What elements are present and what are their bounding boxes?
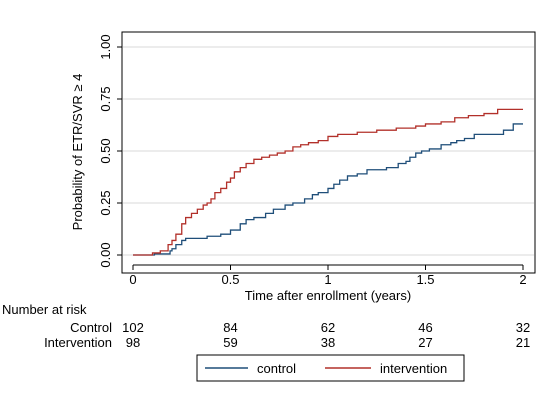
x-tick-label-3: 1.5 xyxy=(416,272,434,287)
x-ticks: 0 0.5 1 1.5 2 xyxy=(129,265,527,287)
risk-count-control-3: 46 xyxy=(418,320,432,335)
risk-table: Number at risk Control Intervention 102 8… xyxy=(2,302,530,350)
legend-label-intervention: intervention xyxy=(380,361,447,376)
x-tick-label-2: 1 xyxy=(324,272,331,287)
plot-area xyxy=(121,31,536,274)
legend-label-control: control xyxy=(257,361,296,376)
series-line-control xyxy=(133,123,523,256)
risk-count-control-4: 32 xyxy=(516,320,530,335)
risk-count-intervention-2: 38 xyxy=(321,335,335,350)
risk-row-label-intervention: Intervention xyxy=(44,335,112,350)
x-tick-label-1: 0.5 xyxy=(221,272,239,287)
risk-count-intervention-1: 59 xyxy=(223,335,237,350)
x-tick-label-0: 0 xyxy=(129,272,136,287)
y-tick-label-4: 1.00 xyxy=(98,34,113,59)
legend: control intervention xyxy=(196,354,465,382)
y-tick-label-0: 0.00 xyxy=(98,242,113,267)
risk-counts: 102 84 62 46 32 98 59 38 27 21 xyxy=(122,320,530,350)
y-axis-title: Probability of ETR/SVR ≥ 4 xyxy=(70,74,85,231)
risk-table-title: Number at risk xyxy=(2,302,87,317)
series-line-intervention xyxy=(133,108,523,256)
risk-count-control-0: 102 xyxy=(122,320,144,335)
y-ticks: 0.00 0.25 0.50 0.75 1.00 xyxy=(98,34,122,268)
y-tick-label-3: 0.75 xyxy=(98,86,113,111)
risk-row-label-control: Control xyxy=(70,320,112,335)
y-tick-label-1: 0.25 xyxy=(98,190,113,215)
risk-count-intervention-0: 98 xyxy=(126,335,140,350)
risk-count-intervention-4: 21 xyxy=(516,335,530,350)
series-lines xyxy=(133,108,523,256)
risk-count-control-1: 84 xyxy=(223,320,237,335)
gridlines xyxy=(123,46,534,256)
y-tick-label-2: 0.50 xyxy=(98,138,113,163)
risk-count-control-2: 62 xyxy=(321,320,335,335)
x-axis-title: Time after enrollment (years) xyxy=(245,288,411,303)
x-tick-label-4: 2 xyxy=(519,272,526,287)
risk-count-intervention-3: 27 xyxy=(418,335,432,350)
